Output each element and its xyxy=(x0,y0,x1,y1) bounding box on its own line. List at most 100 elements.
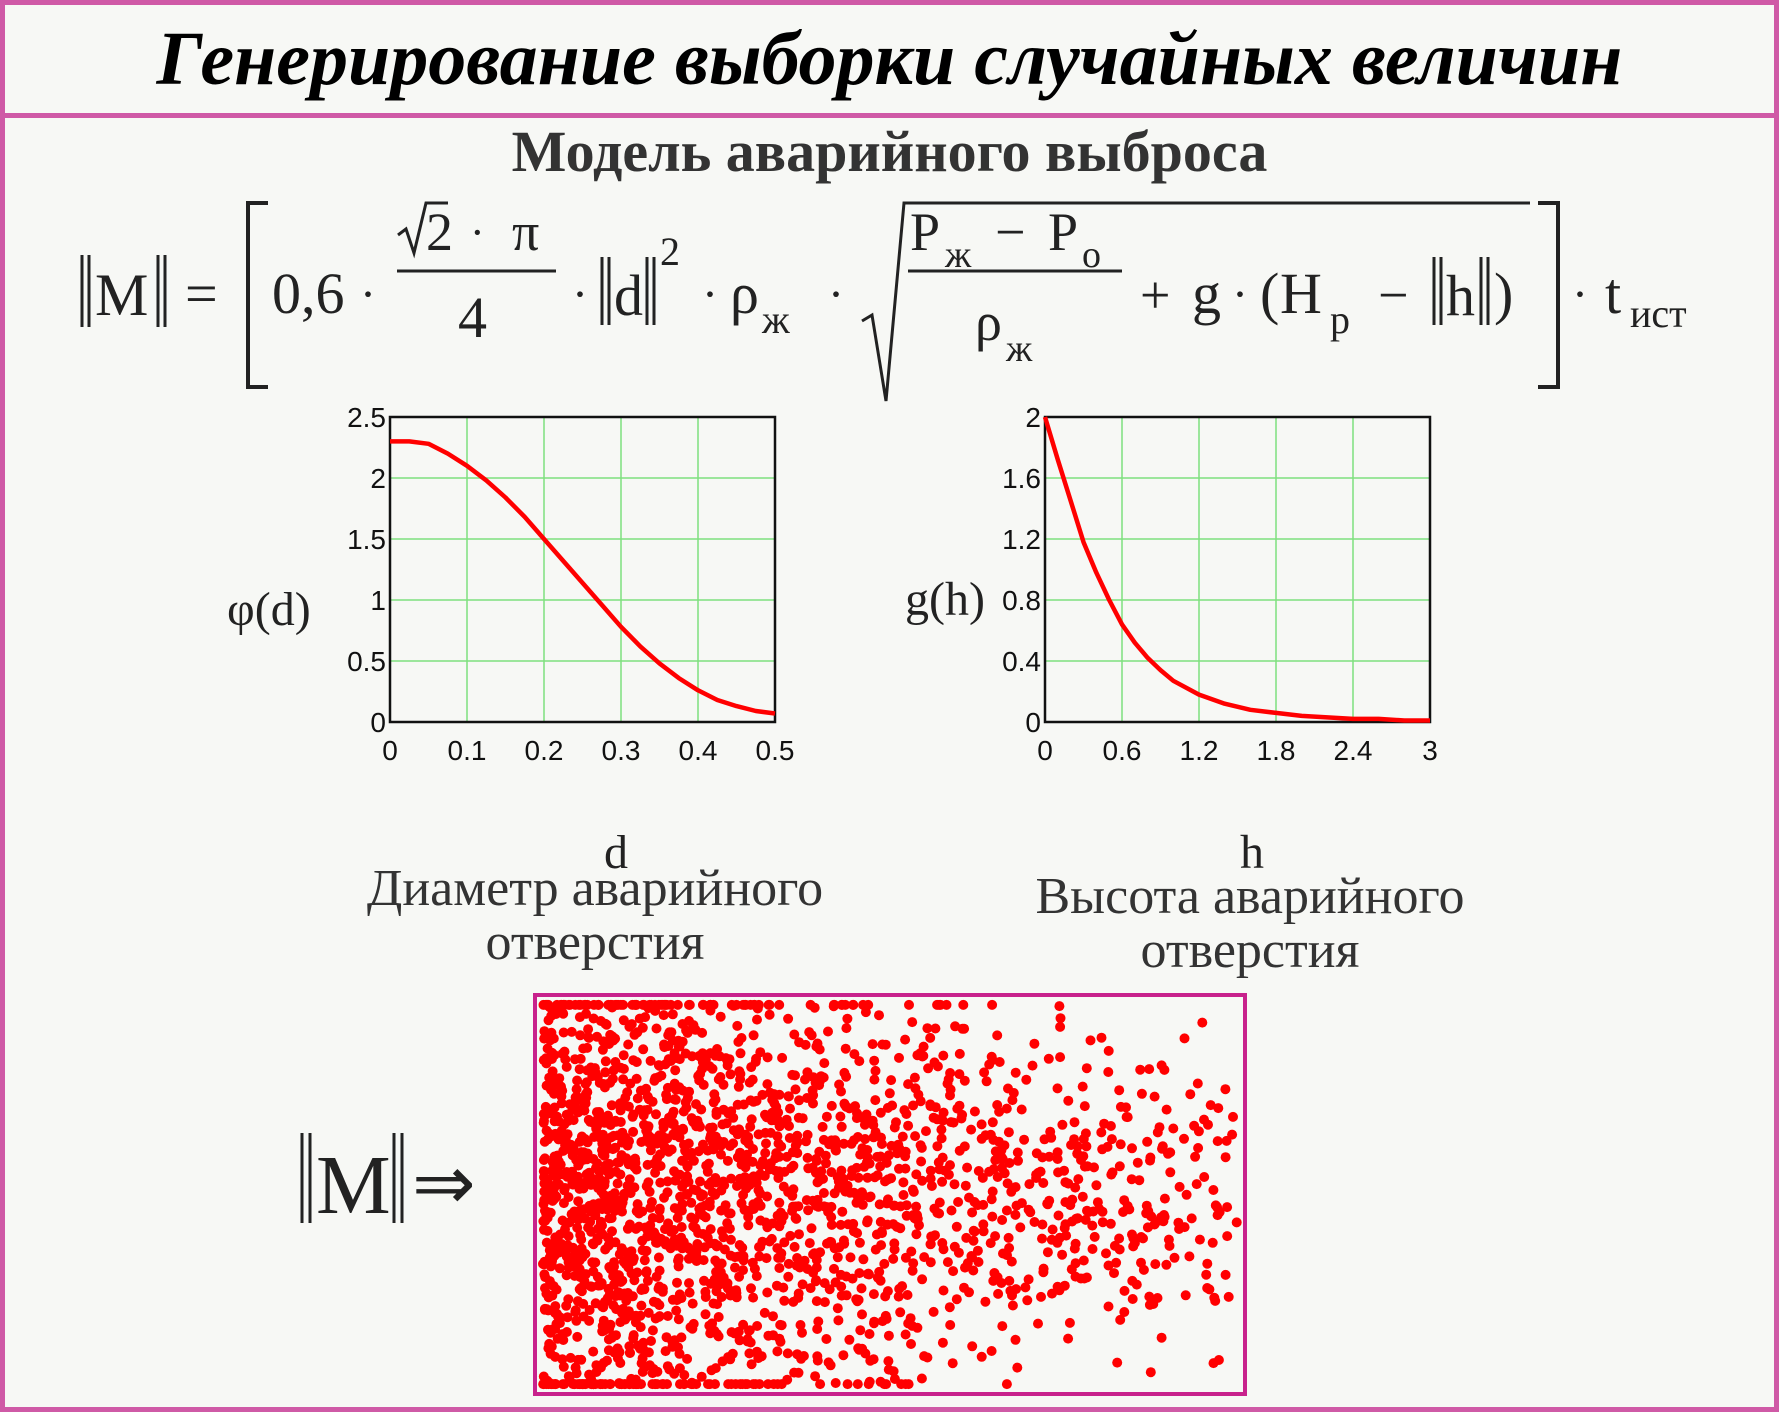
scatter-point xyxy=(837,1206,848,1217)
scatter-point xyxy=(976,1351,987,1362)
scatter-point xyxy=(789,1367,800,1378)
scatter-point xyxy=(987,999,998,1010)
scatter-point xyxy=(883,1174,893,1185)
scatter-point xyxy=(642,1104,653,1115)
scatter-point xyxy=(864,1192,875,1203)
scatter-point xyxy=(1092,1197,1103,1208)
scatter-point xyxy=(707,1122,718,1133)
scatter-point xyxy=(623,1101,634,1112)
scatter-point xyxy=(870,1244,881,1255)
scatter-point xyxy=(1002,1250,1012,1261)
svg-text:P: P xyxy=(910,202,940,262)
scatter-point xyxy=(1099,1118,1110,1129)
scatter-point xyxy=(620,1314,631,1325)
phi-d-ytick-label: 2.5 xyxy=(347,405,386,433)
scatter-point xyxy=(882,1102,893,1113)
scatter-point xyxy=(911,1229,922,1240)
scatter-point xyxy=(813,1316,824,1327)
scatter-point xyxy=(1127,1143,1137,1154)
scatter-point xyxy=(954,1069,965,1080)
scatter-point xyxy=(1165,1147,1176,1158)
scatter-point xyxy=(802,1067,813,1078)
scatter-point xyxy=(557,1379,568,1390)
scatter-point xyxy=(713,1312,724,1322)
scatter-point xyxy=(556,1125,567,1136)
scatter-point xyxy=(641,1125,652,1136)
scatter-point xyxy=(701,1160,712,1171)
scatter-point xyxy=(888,1253,899,1264)
phi-d-caption-line2: отверстия xyxy=(485,914,705,971)
scatter-point xyxy=(575,1053,586,1064)
scatter-point xyxy=(554,1263,565,1274)
scatter-point xyxy=(1127,1294,1138,1304)
scatter-point xyxy=(566,1026,577,1037)
scatter-point xyxy=(1126,1174,1137,1185)
scatter-point xyxy=(743,1220,754,1231)
scatter-point xyxy=(849,1049,860,1060)
scatter-point xyxy=(1210,1295,1221,1306)
scatter-point xyxy=(746,1114,757,1125)
scatter-point xyxy=(654,1203,665,1214)
scatter-point xyxy=(810,1276,821,1287)
scatter-point xyxy=(1070,1182,1081,1193)
scatter-point xyxy=(872,1151,883,1162)
scatter-point xyxy=(757,1156,768,1167)
phi-d-plot-frame xyxy=(388,415,777,724)
scatter-point xyxy=(556,1081,566,1092)
scatter-point xyxy=(771,1101,782,1112)
scatter-point xyxy=(541,1208,552,1219)
scatter-point xyxy=(894,1052,904,1063)
scatter-point xyxy=(1001,1205,1012,1216)
scatter-point xyxy=(1021,1074,1032,1085)
scatter-point xyxy=(722,1278,733,1289)
scatter-point xyxy=(662,1176,673,1187)
scatter-point xyxy=(641,1181,652,1192)
scatter-point xyxy=(730,1262,740,1273)
scatter-point xyxy=(833,1315,844,1326)
scatter-point xyxy=(645,1220,656,1231)
scatter-point xyxy=(854,1237,865,1248)
scatter-point xyxy=(1003,1232,1014,1243)
scatter-point xyxy=(1016,1104,1027,1115)
scatter-point xyxy=(877,1228,887,1239)
scatter-point xyxy=(561,1300,572,1311)
scatter-point xyxy=(1052,1237,1063,1248)
scatter-point xyxy=(990,1231,1001,1242)
scatter-point xyxy=(862,1145,873,1155)
scatter-point xyxy=(652,1153,663,1164)
scatter-point xyxy=(588,1346,599,1357)
scatter-point xyxy=(775,1319,786,1330)
scatter-point xyxy=(588,1266,599,1277)
svg-text:·: · xyxy=(572,268,588,321)
scatter-point xyxy=(843,1219,854,1230)
scatter-point xyxy=(606,1100,617,1111)
scatter-point xyxy=(674,1348,685,1359)
scatter-point xyxy=(561,1270,572,1281)
scatter-point xyxy=(616,1129,627,1140)
scatter-point xyxy=(684,1016,694,1026)
scatter-point xyxy=(926,1181,937,1191)
scatter-point xyxy=(880,1310,891,1321)
scatter-point xyxy=(728,1138,739,1149)
page-subtitle: Модель аварийного выброса xyxy=(511,119,1268,184)
scatter-point xyxy=(705,999,716,1010)
scatter-point xyxy=(735,1074,746,1085)
phi-d-xtick-label: 0.3 xyxy=(602,735,641,766)
scatter-point xyxy=(1201,1269,1212,1280)
scatter-point xyxy=(1064,1317,1075,1328)
scatter-point xyxy=(639,1255,650,1266)
scatter-point xyxy=(1157,1143,1167,1154)
g-h-caption-line1: Высота аварийного xyxy=(1035,868,1465,925)
scatter-point xyxy=(852,1296,863,1307)
scatter-point xyxy=(779,1295,790,1306)
scatter-point xyxy=(653,1252,664,1263)
scatter-point xyxy=(667,1009,678,1020)
scatter-point xyxy=(1037,1152,1048,1163)
scatter-point xyxy=(789,1029,800,1040)
scatter-point xyxy=(724,1223,735,1234)
scatter-point xyxy=(590,1066,601,1077)
scatter-point xyxy=(733,1081,744,1092)
svg-text:+: + xyxy=(1140,265,1170,325)
scatter-point xyxy=(584,1315,595,1326)
scatter-point xyxy=(883,1330,894,1341)
